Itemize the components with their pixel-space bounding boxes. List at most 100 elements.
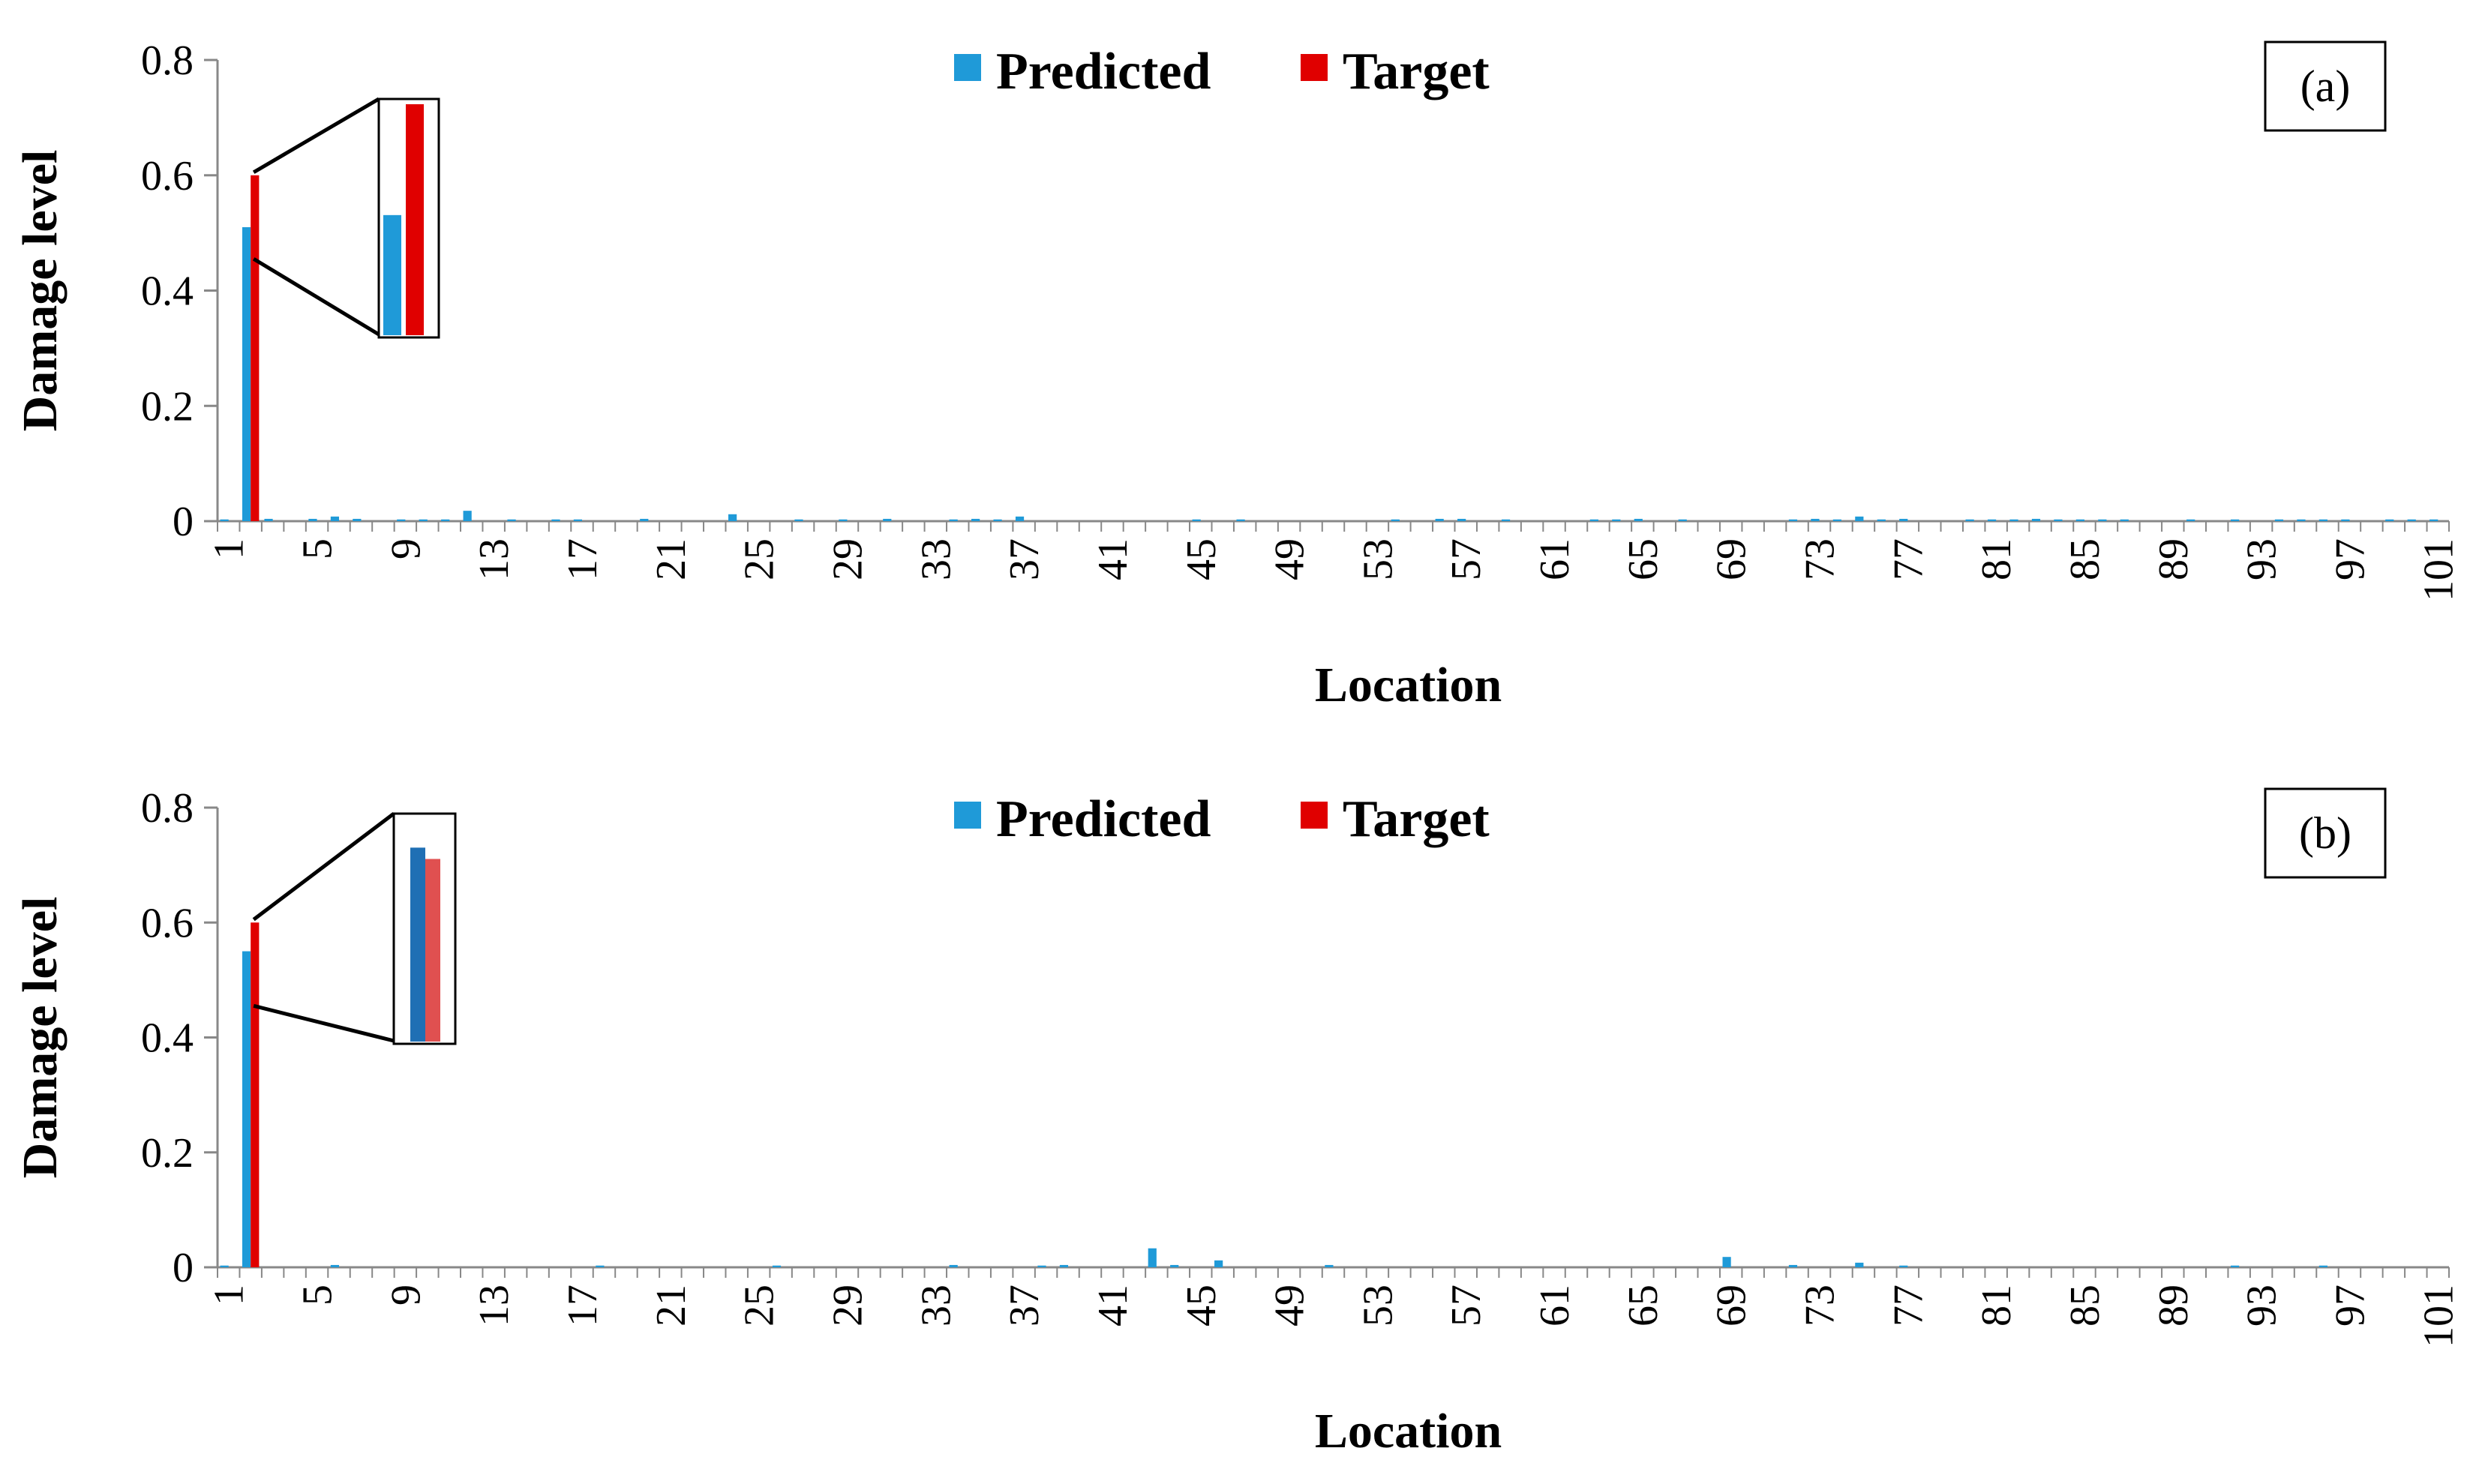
bar-predicted bbox=[883, 518, 892, 521]
x-tick-label: 73 bbox=[1797, 1285, 1844, 1327]
x-tick-label: 45 bbox=[1178, 1285, 1225, 1327]
bar-predicted bbox=[1457, 518, 1466, 521]
x-tick-label: 65 bbox=[1620, 538, 1667, 580]
x-tick-label: 13 bbox=[471, 538, 518, 580]
bar-predicted bbox=[1788, 519, 1798, 521]
bar-predicted bbox=[242, 951, 251, 1267]
bar-predicted bbox=[2186, 519, 2195, 521]
bar-predicted bbox=[419, 519, 428, 521]
y-tick-label: 0 bbox=[173, 499, 194, 545]
x-tick-label: 77 bbox=[1885, 1285, 1931, 1327]
x-tick-label: 65 bbox=[1620, 1285, 1667, 1327]
x-tick-label: 5 bbox=[295, 1285, 341, 1306]
bar-predicted bbox=[1855, 516, 1864, 521]
x-tick-label: 97 bbox=[2327, 1285, 2373, 1327]
bar-predicted bbox=[971, 518, 980, 521]
bar-predicted bbox=[2297, 519, 2306, 521]
bar-predicted bbox=[330, 1264, 340, 1267]
x-tick-label: 85 bbox=[2062, 538, 2108, 580]
panel-label-box bbox=[2264, 40, 2387, 132]
bar-predicted bbox=[2031, 518, 2041, 521]
bar-predicted bbox=[2120, 519, 2129, 521]
bar-predicted bbox=[794, 519, 803, 521]
bar-predicted bbox=[1987, 519, 1997, 521]
legend-swatch-target bbox=[1301, 54, 1328, 81]
y-axis-title: Damage level bbox=[13, 897, 68, 1179]
bar-predicted bbox=[2341, 519, 2350, 521]
inset-connector-line bbox=[253, 1003, 395, 1043]
x-tick-label: 81 bbox=[1973, 1285, 2020, 1327]
bar-predicted bbox=[1877, 519, 1886, 521]
bar-predicted bbox=[1832, 519, 1841, 521]
x-tick-label: 69 bbox=[1709, 538, 1755, 580]
y-tick-label: 0.4 bbox=[141, 1015, 194, 1062]
bar-predicted bbox=[2098, 519, 2107, 521]
x-tick-label: 49 bbox=[1267, 1285, 1313, 1327]
y-axis-title: Damage level bbox=[13, 150, 68, 432]
x-tick-label: 53 bbox=[1355, 1285, 1401, 1327]
panel-label-box bbox=[2264, 787, 2387, 879]
y-tick-label: 0.8 bbox=[141, 37, 194, 84]
inset-bar-predicted bbox=[383, 214, 401, 335]
bar-target bbox=[251, 922, 260, 1267]
x-tick-label: 9 bbox=[383, 1285, 429, 1306]
bar-predicted bbox=[1788, 1264, 1798, 1267]
inset-connector-line bbox=[252, 257, 380, 337]
bar-predicted bbox=[397, 519, 406, 521]
bar-predicted bbox=[839, 519, 848, 521]
panel-label: (b) bbox=[2299, 808, 2351, 858]
x-tick-label: 89 bbox=[2150, 538, 2197, 580]
bar-predicted bbox=[1059, 1264, 1069, 1267]
bar-predicted bbox=[1236, 519, 1245, 521]
bar-predicted bbox=[551, 519, 560, 521]
bar-predicted bbox=[220, 519, 229, 521]
bar-predicted bbox=[993, 519, 1002, 521]
x-tick-label: 101 bbox=[2415, 538, 2462, 601]
y-tick-label: 0.6 bbox=[141, 900, 194, 946]
legend-label-target: Target bbox=[1343, 43, 1490, 100]
x-tick-label: 37 bbox=[1001, 538, 1048, 580]
inset-connector-line bbox=[252, 97, 380, 174]
bar-predicted bbox=[1855, 1262, 1864, 1267]
y-tick-label: 0.6 bbox=[141, 153, 194, 199]
x-tick-label: 61 bbox=[1532, 1285, 1578, 1327]
bar-predicted bbox=[308, 518, 317, 521]
bar-predicted bbox=[1325, 1264, 1334, 1267]
bar-predicted bbox=[2009, 519, 2018, 521]
bar-predicted bbox=[1965, 519, 1974, 521]
x-tick-label: 61 bbox=[1532, 538, 1578, 580]
bar-predicted bbox=[1899, 1265, 1908, 1267]
x-tick-label: 49 bbox=[1267, 538, 1313, 580]
bar-predicted bbox=[353, 518, 362, 521]
x-tick-label: 81 bbox=[1973, 538, 2020, 580]
x-tick-label: 57 bbox=[1443, 538, 1490, 580]
bar-predicted bbox=[1501, 519, 1511, 521]
bar-predicted bbox=[1899, 518, 1908, 521]
chart-panel-b: 0 0.2 0.4 0.6 0.8 1 5 9 13 17 21 25 29 33 37 41 45 49 53 57… bbox=[13, 785, 2462, 1459]
y-tick-label: 0 bbox=[173, 1245, 194, 1291]
legend-swatch-predicted bbox=[954, 802, 981, 829]
x-tick-label: 21 bbox=[648, 1285, 695, 1327]
bar-predicted bbox=[1214, 1260, 1223, 1267]
x-tick-label: 17 bbox=[560, 538, 606, 580]
bar-predicted bbox=[463, 511, 472, 521]
x-tick-label: 69 bbox=[1709, 1285, 1755, 1327]
bar-predicted bbox=[2230, 1265, 2240, 1267]
bar-predicted bbox=[640, 518, 649, 521]
bar-target bbox=[251, 175, 260, 521]
x-tick-label: 77 bbox=[1885, 538, 1931, 580]
x-tick-label: 13 bbox=[471, 1285, 518, 1327]
bar-predicted bbox=[1170, 1264, 1179, 1267]
x-tick-label: 93 bbox=[2239, 538, 2285, 580]
legend-swatch-target bbox=[1301, 802, 1328, 829]
inset-connector-line bbox=[252, 812, 395, 922]
legend-label-target: Target bbox=[1343, 790, 1490, 848]
bar-predicted bbox=[1037, 1265, 1046, 1267]
bar-predicted bbox=[2318, 1265, 2327, 1267]
y-tick-label: 0.8 bbox=[141, 785, 194, 832]
x-tick-label: 33 bbox=[913, 538, 959, 580]
inset-bar-target bbox=[425, 859, 440, 1042]
x-tick-label: 29 bbox=[824, 1285, 871, 1327]
y-tick-label: 0.2 bbox=[141, 1130, 194, 1177]
